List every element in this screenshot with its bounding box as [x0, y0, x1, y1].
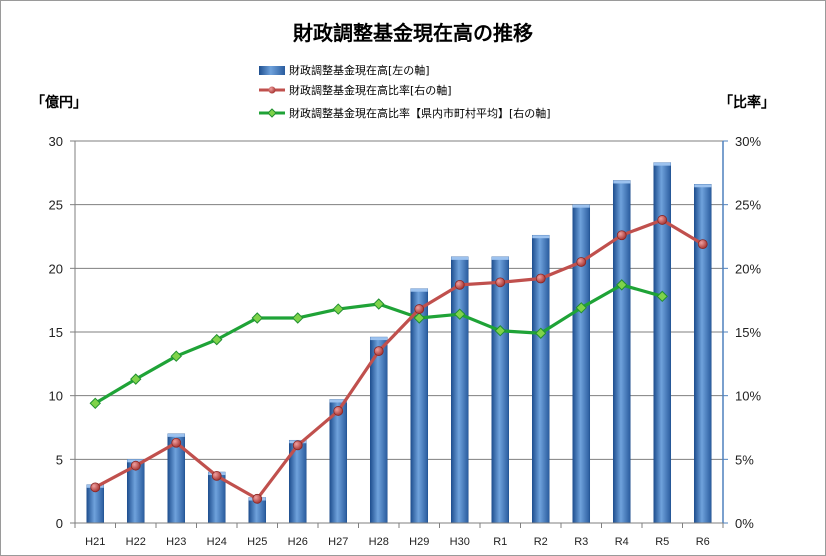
point-marker [171, 437, 182, 448]
bar [450, 256, 469, 524]
point-marker [292, 312, 304, 324]
bar-top [653, 162, 671, 166]
point-marker [576, 257, 587, 267]
left-axis-tick-label: 15 [49, 325, 63, 340]
x-axis-tick-label: H21 [85, 536, 105, 548]
point-marker [413, 312, 425, 324]
x-axis-tick-label: H27 [328, 536, 348, 548]
series-line [94, 218, 704, 501]
bar-top [491, 256, 509, 260]
point-marker [211, 333, 223, 346]
x-axis-tick-label: R3 [574, 536, 588, 548]
bar-top [532, 235, 550, 239]
left-axis-tick-label: 20 [49, 261, 63, 276]
bar-top [410, 288, 428, 292]
point-marker [211, 470, 222, 481]
axes: 0 5 10 15 20 25 30 0% 5% 10% 15% 20% 25% 30% H21 H22 H23… [49, 134, 762, 548]
legend-swatch-ratio-marker [268, 86, 276, 94]
x-axis-tick-label: H30 [450, 536, 470, 548]
right-axis-tick-label: 15% [735, 325, 761, 340]
point-marker [575, 302, 587, 314]
point-marker [494, 325, 506, 337]
point-marker [252, 493, 263, 504]
point-marker [130, 373, 142, 385]
point-marker [616, 279, 628, 291]
line-series [89, 215, 708, 504]
bar-top [572, 204, 590, 208]
bar-top [370, 337, 388, 341]
right-axis-tick-label: 30% [735, 134, 761, 149]
point-marker [292, 440, 303, 451]
point-marker [616, 230, 627, 241]
bar-top [451, 256, 469, 260]
point-marker [90, 482, 101, 493]
x-axis-tick-label: H22 [126, 536, 146, 548]
point-marker [414, 304, 425, 314]
bar [369, 336, 388, 524]
point-marker [535, 327, 547, 339]
x-axis-tick-label: R4 [615, 536, 629, 548]
x-axis-tick-label: R1 [493, 536, 507, 548]
bar-top [167, 433, 185, 437]
x-axis-tick-label: H24 [207, 536, 227, 548]
right-axis-tick-label: 5% [735, 452, 754, 467]
point-marker [454, 279, 465, 290]
chart-title: 財政調整基金現在高の推移 [293, 21, 533, 45]
legend-label-avg: 財政調整基金現在高比率【県内市町村平均】[右の軸] [289, 106, 551, 120]
point-marker [170, 350, 182, 362]
right-axis-tick-label: 10% [735, 389, 761, 404]
bar-top [329, 399, 347, 403]
x-axis-tick-label: H28 [369, 536, 389, 548]
left-axis-tick-label: 5 [56, 452, 63, 467]
left-axis-tick-label: 10 [49, 389, 63, 404]
point-marker [697, 239, 708, 250]
point-marker [656, 290, 668, 303]
x-axis-tick-label: R2 [534, 536, 548, 548]
right-axis-tick-label: 20% [735, 261, 761, 276]
point-marker [373, 298, 385, 310]
legend-label-bar: 財政調整基金現在高[左の軸] [289, 63, 430, 77]
bar [410, 288, 429, 524]
legend-swatch-avg-marker [267, 108, 277, 118]
x-axis-tick-label: H29 [409, 536, 429, 548]
bar [491, 256, 510, 524]
bar [693, 184, 712, 524]
right-axis-unit: 「比率」 [719, 94, 775, 111]
point-marker [454, 308, 466, 320]
bar-top [694, 184, 712, 188]
point-marker [657, 215, 668, 225]
right-axis-tick-label: 25% [735, 198, 761, 213]
left-axis-tick-label: 30 [49, 134, 63, 149]
x-axis-tick-label: H23 [166, 536, 186, 548]
point-marker [89, 397, 101, 410]
point-marker [332, 303, 344, 315]
left-axis-tick-label: 0 [56, 516, 63, 531]
point-marker [130, 460, 141, 471]
bar-top [613, 180, 631, 184]
legend-label-ratio: 財政調整基金現在高比率[右の軸] [289, 83, 452, 97]
x-axis-tick-label: H25 [247, 536, 267, 548]
x-axis-tick-label: R5 [655, 536, 669, 548]
x-axis-tick-label: H26 [288, 536, 308, 548]
left-axis-tick-label: 25 [49, 198, 63, 213]
left-axis-unit: 「億円」 [31, 94, 87, 111]
point-marker [251, 312, 263, 324]
bar [572, 204, 591, 524]
x-axis-tick-label: R6 [696, 536, 710, 548]
point-marker [495, 277, 506, 288]
legend: 財政調整基金現在高[左の軸] 財政調整基金現在高比率[右の軸] 財政調整基金現在… [259, 63, 551, 120]
bar-series [86, 162, 712, 524]
point-marker [535, 273, 546, 284]
right-axis-tick-label: 0% [735, 516, 754, 531]
point-marker [333, 406, 344, 416]
point-marker [373, 346, 384, 357]
legend-swatch-bar [259, 66, 285, 75]
